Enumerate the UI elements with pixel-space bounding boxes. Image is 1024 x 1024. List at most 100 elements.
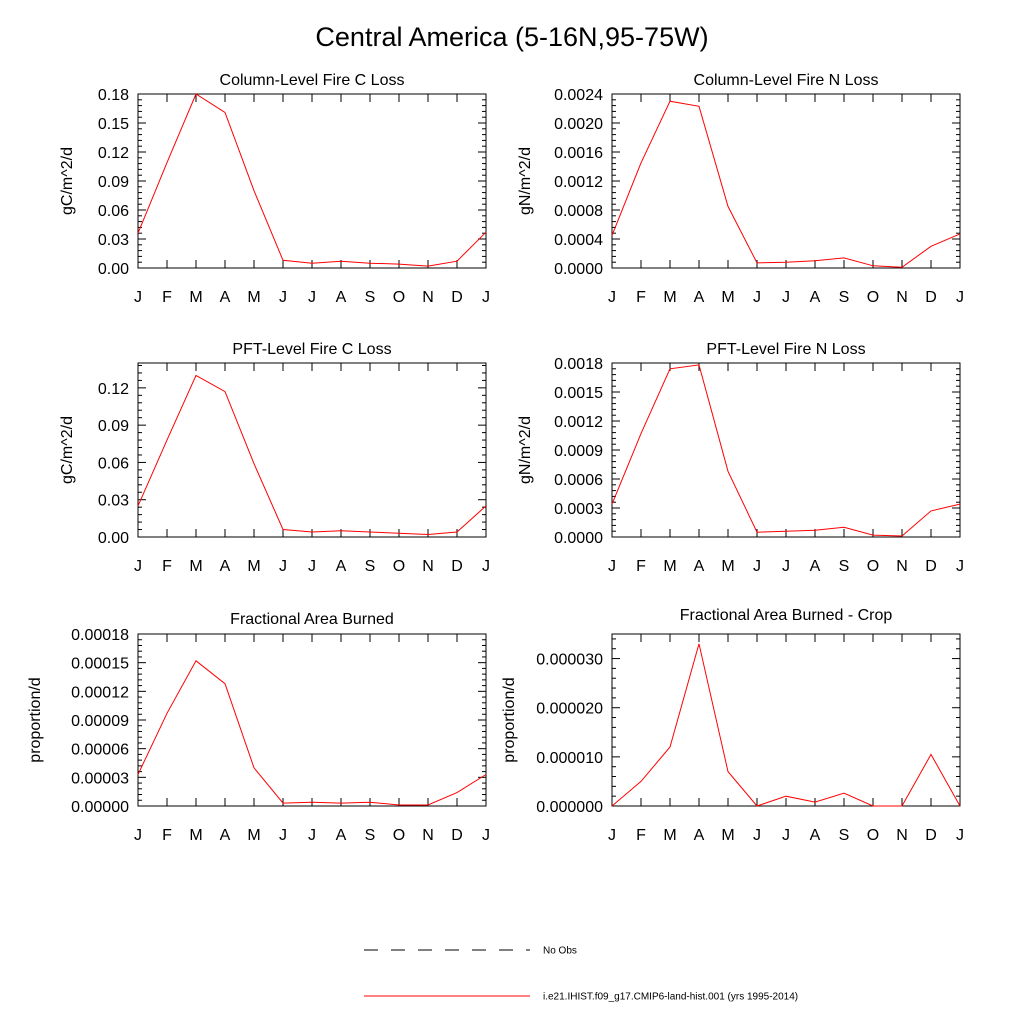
x-tick-label: O (393, 827, 405, 844)
x-tick-label: J (308, 558, 316, 575)
x-tick-label: M (663, 558, 676, 575)
x-tick-label: M (663, 827, 676, 844)
x-tick-label: A (810, 827, 821, 844)
x-tick-label: F (162, 289, 172, 306)
y-axis-label: gC/m^2/d (59, 147, 76, 215)
x-tick-label: A (220, 289, 231, 306)
y-tick-label: 0.0000 (554, 530, 603, 547)
panel-title: Column-Level Fire N Loss (694, 72, 879, 89)
legend-model-label: i.e21.IHIST.f09_g17.CMIP6-land-hist.001 … (543, 992, 798, 1003)
y-axis-label: gN/m^2/d (517, 416, 534, 484)
y-tick-label: 0.000020 (536, 701, 603, 718)
x-tick-label: N (896, 289, 908, 306)
x-tick-label: J (482, 827, 490, 844)
x-tick-label: J (753, 289, 761, 306)
x-tick-label: D (451, 827, 463, 844)
y-tick-label: 0.0020 (554, 116, 603, 133)
x-tick-label: J (782, 827, 790, 844)
legend: No Obs i.e21.IHIST.f09_g17.CMIP6-land-his… (364, 946, 798, 1003)
x-tick-label: S (839, 558, 850, 575)
x-tick-label: D (451, 558, 463, 575)
x-tick-label: J (608, 289, 616, 306)
x-tick-label: N (896, 558, 908, 575)
x-tick-label: N (422, 558, 434, 575)
x-tick-label: F (636, 827, 646, 844)
x-tick-label: N (896, 827, 908, 844)
y-tick-label: 0.0004 (554, 232, 603, 249)
series-line (611, 364, 961, 537)
x-tick-label: M (189, 558, 202, 575)
x-tick-label: F (636, 558, 646, 575)
x-tick-label: J (753, 827, 761, 844)
series-line (611, 643, 961, 807)
y-axis-label: gC/m^2/d (59, 416, 76, 484)
y-tick-label: 0.09 (98, 418, 129, 435)
x-tick-label: O (393, 289, 405, 306)
x-tick-label: J (279, 289, 287, 306)
panel-title: Fractional Area Burned (230, 611, 394, 628)
series-line (137, 374, 487, 536)
y-tick-label: 0.0006 (554, 472, 603, 489)
x-tick-label: A (694, 827, 705, 844)
figure-title: Central America (5-16N,95-75W) (315, 22, 709, 52)
x-tick-label: N (422, 827, 434, 844)
y-tick-label: 0.06 (98, 203, 129, 220)
x-tick-label: J (608, 827, 616, 844)
x-tick-label: J (308, 827, 316, 844)
y-tick-label: 0.0012 (554, 174, 603, 191)
x-tick-label: F (162, 827, 172, 844)
x-tick-label: A (810, 558, 821, 575)
x-tick-label: J (782, 289, 790, 306)
x-tick-label: J (956, 558, 964, 575)
y-tick-label: 0.00012 (71, 684, 129, 701)
x-tick-label: M (721, 558, 734, 575)
x-tick-label: O (393, 558, 405, 575)
x-tick-label: J (279, 827, 287, 844)
y-tick-label: 0.00003 (71, 770, 129, 787)
x-tick-label: A (220, 827, 231, 844)
y-tick-label: 0.0009 (554, 443, 603, 460)
x-tick-label: J (782, 558, 790, 575)
legend-obs-label: No Obs (543, 946, 577, 957)
x-tick-label: S (839, 827, 850, 844)
x-tick-label: A (694, 289, 705, 306)
plot-frame (137, 633, 487, 807)
plot-frame (137, 93, 487, 269)
series-line (611, 100, 961, 268)
y-tick-label: 0.00006 (71, 742, 129, 759)
plot-frame (611, 93, 961, 269)
y-tick-label: 0.00009 (71, 713, 129, 730)
x-tick-label: J (482, 558, 490, 575)
y-tick-label: 0.000030 (536, 652, 603, 669)
x-tick-label: J (279, 558, 287, 575)
x-tick-label: S (365, 558, 376, 575)
y-tick-label: 0.00000 (71, 799, 129, 816)
x-tick-label: J (134, 827, 142, 844)
x-tick-label: D (451, 289, 463, 306)
x-tick-label: D (925, 558, 937, 575)
y-tick-label: 0.00018 (71, 627, 129, 644)
x-tick-label: J (482, 289, 490, 306)
series-line (137, 93, 487, 267)
x-tick-label: S (839, 289, 850, 306)
y-tick-label: 0.15 (98, 116, 129, 133)
y-tick-label: 0.0008 (554, 203, 603, 220)
y-tick-label: 0.0016 (554, 145, 603, 162)
y-axis-label: proportion/d (27, 677, 44, 762)
x-tick-label: S (365, 289, 376, 306)
y-tick-label: 0.0024 (554, 87, 603, 104)
y-tick-label: 0.09 (98, 174, 129, 191)
panel-title: Fractional Area Burned - Crop (680, 607, 893, 624)
x-tick-label: J (956, 827, 964, 844)
y-tick-label: 0.00 (98, 261, 129, 278)
panel-title: Column-Level Fire C Loss (220, 72, 405, 89)
x-tick-label: J (753, 558, 761, 575)
y-tick-label: 0.0012 (554, 414, 603, 431)
x-tick-label: O (867, 289, 879, 306)
plot-frame (611, 633, 961, 807)
